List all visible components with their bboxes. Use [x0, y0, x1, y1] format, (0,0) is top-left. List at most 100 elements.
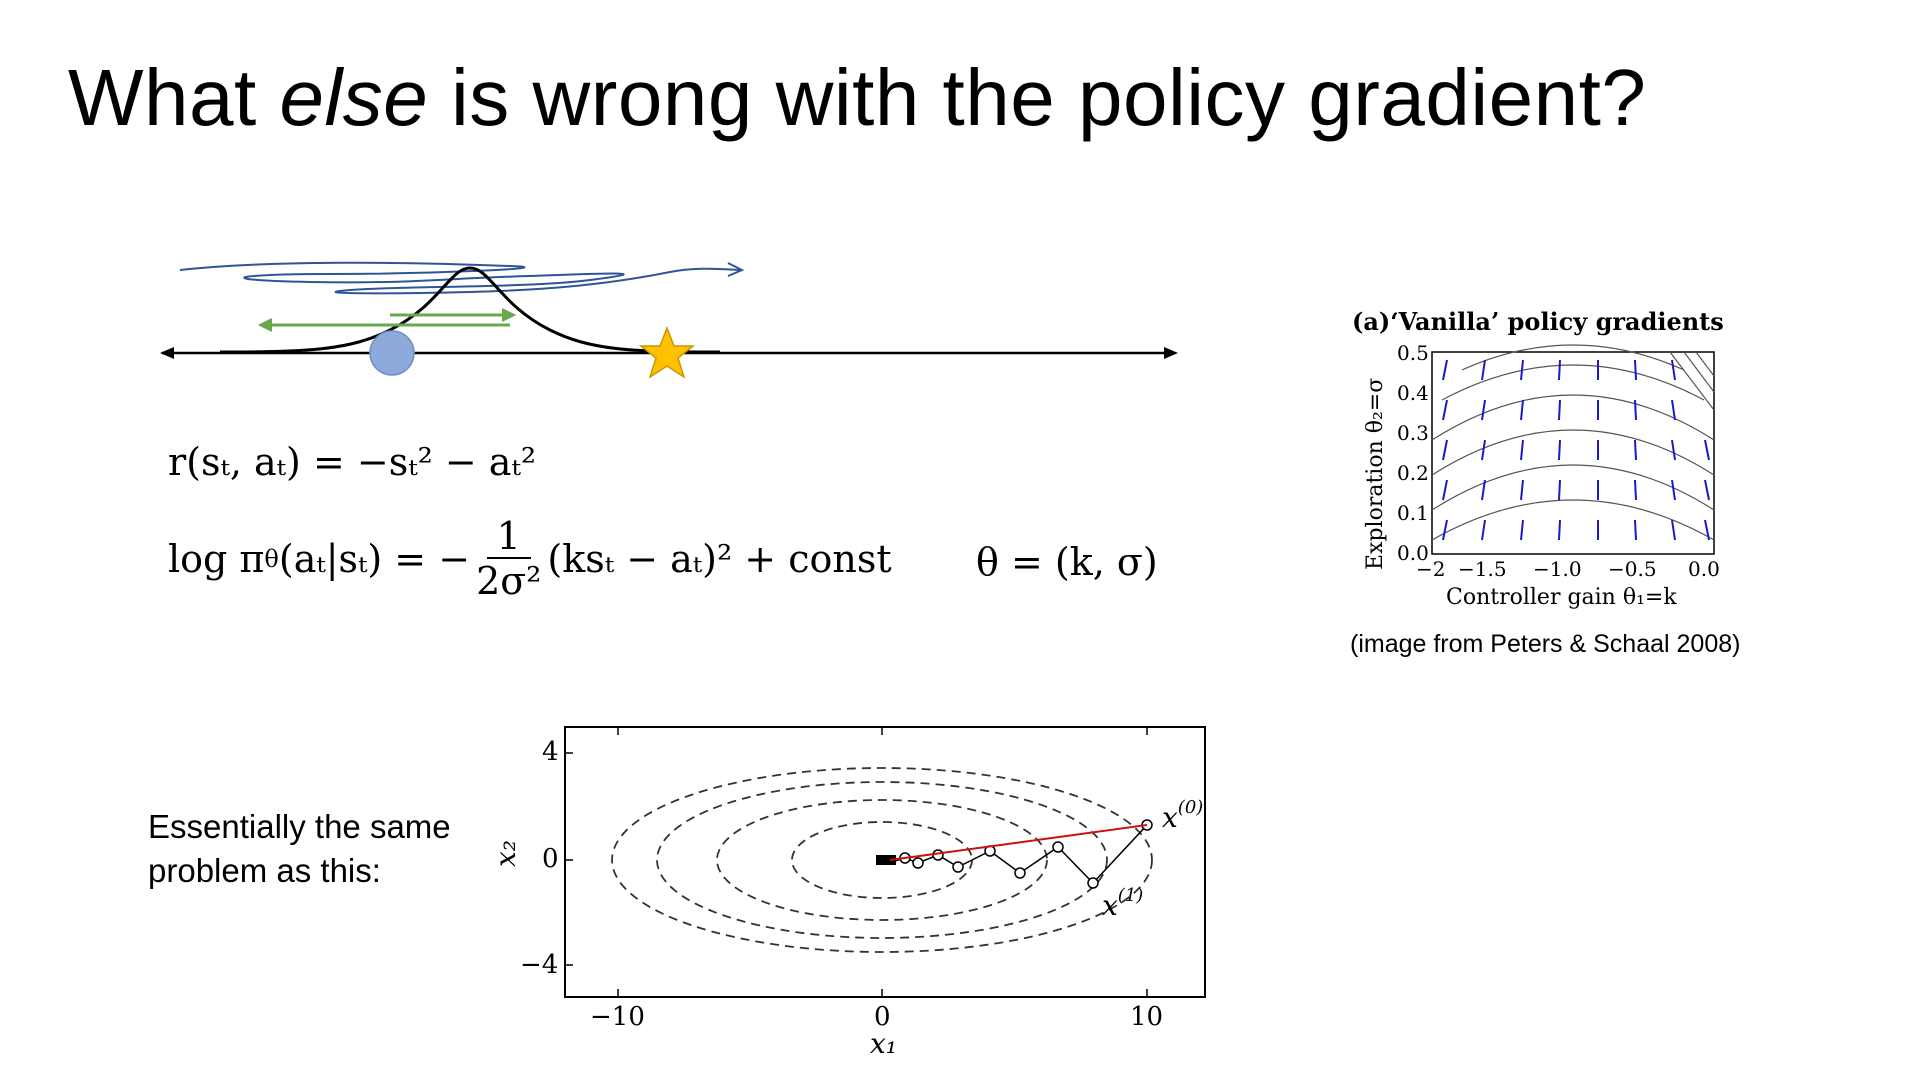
reward-equation: r(sₜ, aₜ) = −sₜ² − aₜ²: [168, 440, 537, 484]
vanilla-arrow-29: [1634, 479, 1637, 501]
contour-xtick-m10: −10: [590, 1002, 645, 1032]
exploration-scribble: [179, 261, 741, 295]
vanilla-arrow-13: [1520, 439, 1524, 461]
vanilla-arrow-33: [1671, 439, 1676, 461]
vanilla-plot-frame: [1431, 351, 1715, 555]
vanilla-xtick-m2: −2: [1416, 557, 1445, 581]
converged-cluster: [876, 855, 896, 865]
vanilla-arrow-7: [1481, 399, 1486, 421]
natural-gradient-path: [889, 824, 1148, 861]
vanilla-arrow-1: [1442, 359, 1448, 381]
contour-ytick-0: 0: [542, 844, 559, 874]
vanilla-arrow-19: [1558, 479, 1561, 501]
vanilla-arrow-27: [1634, 399, 1637, 421]
vanilla-arrow-34: [1671, 479, 1676, 501]
vanilla-ytick-0.0: 0.0: [1397, 541, 1429, 565]
policy-mid: (aₜ|sₜ) = −: [278, 537, 471, 581]
vanilla-arrow-12: [1520, 399, 1524, 421]
vanilla-ytick-0.3: 0.3: [1397, 421, 1429, 445]
point-3: [1014, 867, 1026, 879]
contour-figure: x₂ 4 0 −4 x(0) x(1) −10 0 10 x₁: [490, 726, 1206, 1060]
point-7: [912, 857, 924, 869]
point-2: [1052, 841, 1064, 853]
vanilla-contour-8: [1695, 351, 1715, 377]
vanilla-contour-5: [1461, 344, 1685, 371]
vanilla-arrow-15: [1520, 519, 1524, 541]
policy-sub: θ: [264, 545, 279, 573]
vanilla-arrow-26: [1634, 359, 1637, 381]
vanilla-arrow-28: [1634, 439, 1637, 461]
label-x1-base: x: [1102, 889, 1118, 922]
vanilla-arrow-31: [1671, 359, 1676, 381]
ellipse-4: [611, 767, 1153, 953]
title-emphasis: else: [279, 53, 429, 142]
fraction-numerator: 1: [486, 515, 531, 559]
vanilla-title: (a)‘Vanilla’ policy gradients: [1352, 307, 1724, 336]
label-x1-sup: (1): [1118, 885, 1144, 906]
scribble-arrowhead: [727, 262, 745, 277]
vanilla-contour-7: [1683, 351, 1715, 393]
vanilla-contours: [1431, 344, 1715, 541]
vanilla-contour-2: [1431, 429, 1715, 476]
side-text-line2: problem as this:: [148, 852, 381, 889]
point-1: [1087, 877, 1099, 889]
vanilla-contour-1: [1431, 464, 1715, 511]
vanilla-arrow-3: [1442, 439, 1448, 461]
policy-rhs: (ksₜ − aₜ)² + const: [547, 537, 892, 581]
contour-ylabel: x₂: [490, 840, 522, 867]
vanilla-arrow-field: [1442, 359, 1710, 541]
label-x1: x(1): [1102, 885, 1143, 922]
contour-ytick-4: 4: [542, 737, 559, 767]
vanilla-ytick-0.4: 0.4: [1397, 381, 1429, 405]
vanilla-arrow-2: [1442, 399, 1448, 421]
gaussian-curve: [219, 266, 721, 354]
vanilla-xtick-0.0: 0.0: [1688, 557, 1720, 581]
vanilla-arrow-17: [1558, 399, 1561, 421]
vanilla-xtick-m0.5: −0.5: [1608, 557, 1657, 581]
vanilla-gradient-figure: (a)‘Vanilla’ policy gradients Exploratio…: [1352, 307, 1724, 610]
vanilla-ytick-0.1: 0.1: [1397, 501, 1429, 525]
vanilla-arrow-5: [1442, 519, 1448, 541]
vanilla-arrow-30: [1634, 519, 1637, 541]
vanilla-contour-4: [1441, 364, 1705, 401]
state-ball: [369, 330, 415, 376]
vanilla-arrow-8: [1481, 439, 1486, 461]
green-arrowhead-right: [501, 308, 517, 322]
vanilla-xlabel: Controller gain θ₁=k: [1446, 585, 1677, 610]
vanilla-arrow-37: [1704, 479, 1710, 501]
point-6: [932, 849, 944, 861]
image-caption: (image from Peters & Schaal 2008): [1350, 630, 1741, 658]
vanilla-contour-3: [1431, 394, 1715, 441]
contour-ytick-m4: −4: [520, 950, 558, 980]
policy-fraction: 1 2σ²: [476, 515, 541, 603]
point-5: [952, 861, 964, 873]
policy-equation: log π θ (aₜ|sₜ) = − 1 2σ² (ksₜ − aₜ)² + co…: [168, 515, 892, 603]
vanilla-ytick-0.5: 0.5: [1397, 341, 1429, 365]
vanilla-arrow-36: [1704, 439, 1710, 461]
vanilla-arrow-38: [1704, 519, 1710, 541]
side-text: Essentially the same problem as this:: [148, 805, 451, 893]
vanilla-xtick-m1.5: −1.5: [1458, 557, 1507, 581]
goal-star: [638, 325, 696, 379]
label-x0-base: x: [1162, 801, 1178, 834]
ellipse-2: [716, 799, 1048, 921]
vanilla-contour-6: [1669, 351, 1715, 411]
vanilla-arrow-18: [1558, 439, 1561, 461]
vanilla-arrow-4: [1442, 479, 1448, 501]
vanilla-ylabel: Exploration θ₂=σ: [1363, 378, 1388, 570]
vanilla-arrow-11: [1520, 359, 1524, 381]
policy-lhs: log π: [168, 537, 265, 581]
vanilla-arrow-16: [1558, 359, 1561, 381]
vanilla-ytick-0.2: 0.2: [1397, 461, 1429, 485]
contour-xtick-0: 0: [874, 1002, 891, 1032]
vanilla-arrow-6: [1481, 359, 1486, 381]
vanilla-arrow-9: [1481, 479, 1486, 501]
label-x0-sup: (0): [1178, 797, 1204, 818]
number-line-left-head: [160, 347, 174, 359]
vanilla-xtick-m1.0: −1.0: [1533, 557, 1582, 581]
title-pre: What: [68, 53, 280, 142]
title-post: is wrong with the policy gradient?: [428, 53, 1647, 142]
ellipse-3: [656, 781, 1108, 939]
fraction-denominator: 2σ²: [476, 559, 542, 603]
theta-equation: θ = (k, σ): [976, 540, 1158, 584]
